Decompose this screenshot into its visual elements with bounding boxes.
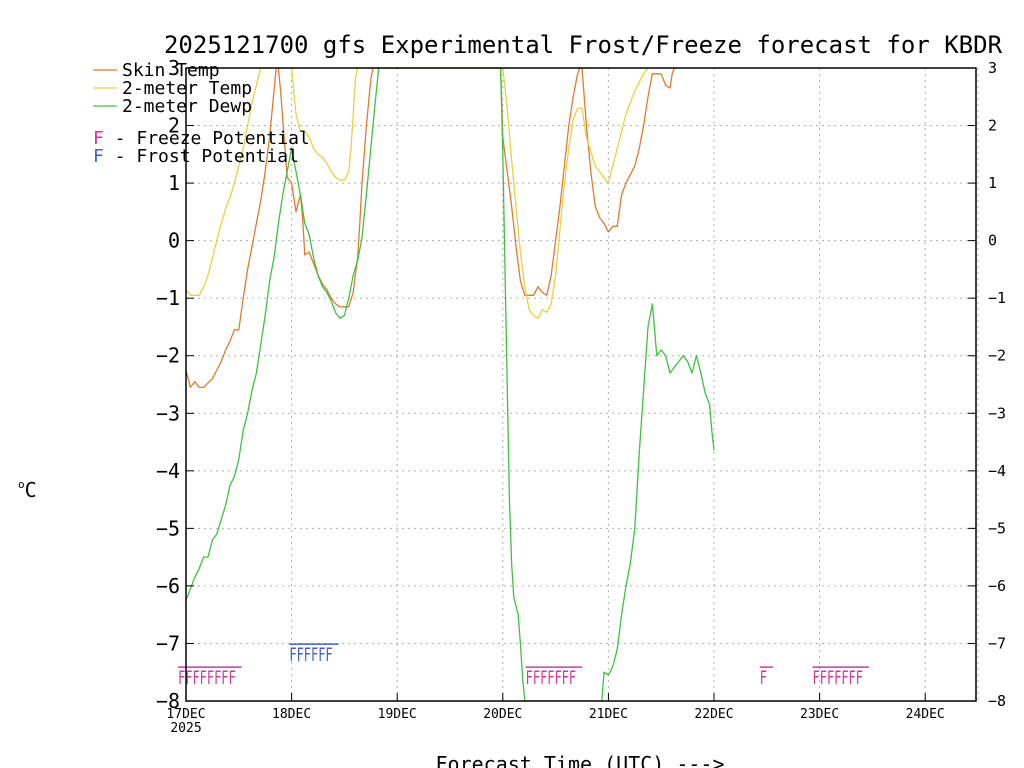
legend-flag-entry: F - Freeze Potential	[93, 128, 310, 149]
y-tick-label-right: −2	[988, 347, 1006, 365]
series-line-2-meter-dewp	[186, 68, 715, 701]
legend-label: Skin Temp	[122, 60, 220, 81]
y-tick-label-right: −7	[988, 634, 1006, 652]
degree-sign: o	[18, 478, 25, 491]
legend-flag-label: - Freeze Potential	[104, 128, 310, 149]
x-tick-label: 24DEC	[906, 707, 945, 722]
y-tick-label-right: −4	[988, 462, 1006, 480]
y-axis-unit: C	[25, 478, 37, 502]
x-tick-label: 20DEC	[483, 707, 522, 722]
y-tick-label-right: −6	[988, 577, 1006, 595]
y-tick-label-right: 3	[988, 59, 997, 77]
y-tick-label: 3	[168, 56, 180, 80]
x-tick-label: 21DEC	[589, 707, 628, 722]
y-tick-label: −4	[156, 459, 180, 483]
y-tick-label-right: −3	[988, 404, 1006, 422]
y-tick-label: −7	[156, 631, 180, 655]
plot-frame	[185, 67, 977, 702]
x-tick-label: 23DEC	[800, 707, 839, 722]
legend-flag-label: - Frost Potential	[104, 146, 299, 167]
flag-run-freeze: FFFFFFFF	[178, 667, 236, 689]
chart-title: 2025121700 gfs Experimental Frost/Freeze…	[164, 31, 1003, 59]
y-tick-label-right: 0	[988, 232, 997, 250]
y-tick-label: −5	[156, 516, 180, 540]
flag-run-freeze: FFFFFFF	[526, 667, 576, 689]
y-tick-label: −8	[156, 689, 180, 713]
x-tick-sublabel: 2025	[170, 721, 201, 736]
y-tick-label-right: −5	[988, 519, 1006, 537]
y-tick-label: −6	[156, 574, 180, 598]
axis-layer: 3 3 2 2 1 1 0 0 −1 −1 −2 −2 −3 −3 −4 −4 −5 −5 −6 −6 −7 −7 −8 −8…	[156, 56, 1006, 736]
y-tick-label: 2	[168, 114, 180, 138]
y-axis-label: oC	[18, 478, 37, 502]
y-tick-label-right: −8	[988, 692, 1006, 710]
series-line-skin-temp	[186, 68, 676, 389]
y-tick-label-right: 2	[988, 117, 997, 135]
series-layer	[186, 68, 715, 701]
flag-run-frost: FFFFFF	[289, 644, 332, 666]
legend-label: 2-meter Temp	[122, 78, 252, 99]
y-tick-label-right: −1	[988, 289, 1006, 307]
legend-flag-letter: F	[93, 128, 104, 149]
legend-label: 2-meter Dewp	[122, 96, 252, 117]
flag-run-freeze: FFFFFFF	[813, 667, 863, 689]
x-tick-label: 19DEC	[378, 707, 417, 722]
x-tick-label: 17DEC	[166, 707, 205, 722]
series-line-2-meter-temp	[186, 68, 649, 319]
y-tick-label: 1	[168, 171, 180, 195]
x-tick-label: 22DEC	[694, 707, 733, 722]
y-tick-label: −2	[156, 344, 180, 368]
x-tick-label: 18DEC	[272, 707, 311, 722]
y-tick-label: −3	[156, 401, 180, 425]
x-axis-label: Forecast Time (UTC) --->	[436, 752, 725, 768]
y-tick-label: −1	[156, 286, 180, 310]
y-tick-label: 0	[168, 229, 180, 253]
legend-flag-entry: F - Frost Potential	[93, 146, 299, 167]
y-tick-label-right: 1	[988, 174, 997, 192]
legend-flag-letter: F	[93, 146, 104, 167]
flag-run-freeze: F	[760, 667, 767, 689]
